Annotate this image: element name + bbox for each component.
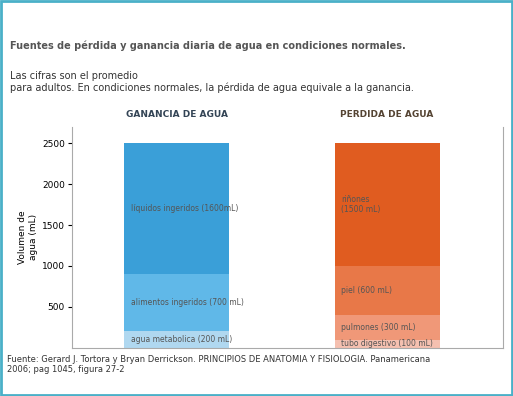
Text: alimentos ingeridos (700 mL): alimentos ingeridos (700 mL) bbox=[131, 298, 244, 307]
Text: Las cifras son el promedio
para adultos. En condiciones normales, la pérdida de : Las cifras son el promedio para adultos.… bbox=[10, 71, 414, 93]
Bar bbox=[124, 331, 229, 348]
Bar bbox=[334, 266, 440, 315]
Bar bbox=[334, 315, 440, 339]
Bar bbox=[124, 143, 229, 274]
Text: líquidos ingeridos (1600mL): líquidos ingeridos (1600mL) bbox=[131, 204, 238, 213]
Bar bbox=[124, 274, 229, 331]
Text: riñones
(1500 mL): riñones (1500 mL) bbox=[341, 195, 380, 214]
Text: Ganancias y pérdidas diarias de agua: Ganancias y pérdidas diarias de agua bbox=[7, 11, 317, 27]
Text: PERDIDA DE AGUA: PERDIDA DE AGUA bbox=[341, 110, 434, 119]
Text: agua metabolica (200 mL): agua metabolica (200 mL) bbox=[131, 335, 232, 344]
Text: GANANCIA DE AGUA: GANANCIA DE AGUA bbox=[126, 110, 228, 119]
Text: Fuentes de pérdida y ganancia diaria de agua en condiciones normales.: Fuentes de pérdida y ganancia diaria de … bbox=[10, 40, 406, 51]
Bar bbox=[334, 339, 440, 348]
Y-axis label: Volumen de
agua (mL): Volumen de agua (mL) bbox=[18, 211, 38, 264]
Text: Fuente: Gerard J. Tortora y Bryan Derrickson. PRINCIPIOS DE ANATOMIA Y FISIOLOGI: Fuente: Gerard J. Tortora y Bryan Derric… bbox=[7, 355, 430, 374]
Text: piel (600 mL): piel (600 mL) bbox=[341, 286, 392, 295]
Bar bbox=[334, 143, 440, 266]
Text: pulmones (300 mL): pulmones (300 mL) bbox=[341, 323, 416, 332]
Text: tubo digestivo (100 mL): tubo digestivo (100 mL) bbox=[341, 339, 433, 348]
